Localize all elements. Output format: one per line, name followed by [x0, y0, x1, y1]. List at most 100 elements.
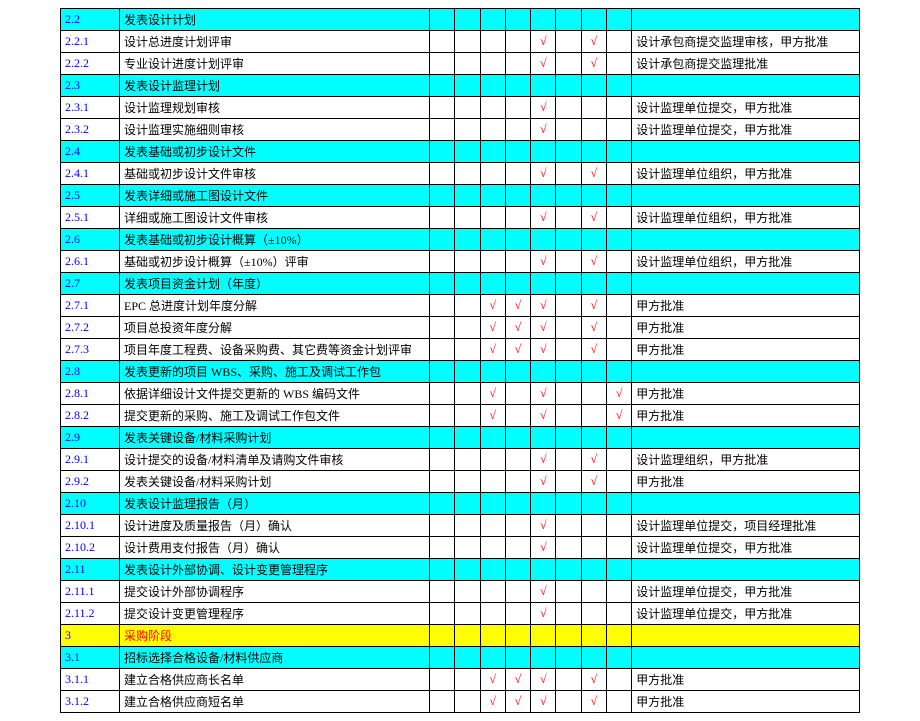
check-cell: [606, 53, 631, 75]
check-cell: [505, 185, 530, 207]
row-description: 设计监理实施细则审核: [120, 119, 430, 141]
row-id: 3.1.2: [61, 691, 120, 713]
table-row: 2.11.1提交设计外部协调程序√设计监理单位提交，甲方批准: [61, 581, 860, 603]
check-cell: [581, 515, 606, 537]
row-remark: 甲方批准: [632, 339, 860, 361]
check-cell: [480, 273, 505, 295]
row-description: 发表设计监理计划: [120, 75, 430, 97]
check-cell: [531, 361, 556, 383]
check-cell: [531, 427, 556, 449]
check-cell: [505, 405, 530, 427]
row-remark: 甲方批准: [632, 383, 860, 405]
row-remark: [632, 559, 860, 581]
check-cell: [455, 97, 480, 119]
row-id: 2.7.3: [61, 339, 120, 361]
table-row: 2.5发表详细或施工图设计文件: [61, 185, 860, 207]
row-description: 依据详细设计文件提交更新的 WBS 编码文件: [120, 383, 430, 405]
check-cell: [606, 207, 631, 229]
row-remark: 设计监理单位提交，甲方批准: [632, 97, 860, 119]
check-cell: √: [581, 31, 606, 53]
check-cell: √: [531, 603, 556, 625]
check-cell: [505, 251, 530, 273]
row-description: 发表设计外部协调、设计变更管理程序: [120, 559, 430, 581]
row-id: 2.10: [61, 493, 120, 515]
check-cell: [480, 53, 505, 75]
check-cell: [429, 361, 454, 383]
check-cell: [606, 603, 631, 625]
check-cell: [606, 669, 631, 691]
check-cell: √: [480, 339, 505, 361]
check-cell: √: [531, 383, 556, 405]
row-id: 2.4: [61, 141, 120, 163]
row-id: 3.1: [61, 647, 120, 669]
check-cell: [531, 9, 556, 31]
check-cell: [429, 9, 454, 31]
table-row: 2.2.2专业设计进度计划评审√√设计承包商提交监理批准: [61, 53, 860, 75]
table-row: 2.10.2设计费用支付报告（月）确认√设计监理单位提交，甲方批准: [61, 537, 860, 559]
check-cell: [606, 185, 631, 207]
check-cell: [480, 361, 505, 383]
row-description: 发表更新的项目 WBS、采购、施工及调试工作包: [120, 361, 430, 383]
check-cell: [556, 537, 581, 559]
check-cell: [429, 141, 454, 163]
check-cell: [556, 273, 581, 295]
row-id: 2.3: [61, 75, 120, 97]
row-description: 建立合格供应商短名单: [120, 691, 430, 713]
check-cell: [531, 559, 556, 581]
check-cell: [455, 273, 480, 295]
row-remark: [632, 647, 860, 669]
check-cell: [606, 141, 631, 163]
check-cell: [429, 405, 454, 427]
row-id: 2.9: [61, 427, 120, 449]
row-id: 2.11.2: [61, 603, 120, 625]
check-cell: √: [505, 669, 530, 691]
row-id: 2.10.1: [61, 515, 120, 537]
check-cell: [455, 163, 480, 185]
check-cell: [606, 647, 631, 669]
check-cell: [505, 603, 530, 625]
check-cell: [606, 295, 631, 317]
check-cell: [556, 119, 581, 141]
check-cell: [556, 449, 581, 471]
check-cell: [429, 471, 454, 493]
row-description: 项目总投资年度分解: [120, 317, 430, 339]
row-description: 基础或初步设计文件审核: [120, 163, 430, 185]
check-cell: [606, 273, 631, 295]
check-cell: [606, 691, 631, 713]
check-cell: [606, 31, 631, 53]
check-cell: [556, 75, 581, 97]
row-id: 2.3.1: [61, 97, 120, 119]
table-row: 3采购阶段: [61, 625, 860, 647]
table-row: 2.9发表关键设备/材料采购计划: [61, 427, 860, 449]
check-cell: √: [480, 669, 505, 691]
check-cell: [581, 493, 606, 515]
check-cell: [455, 317, 480, 339]
row-description: 发表关键设备/材料采购计划: [120, 471, 430, 493]
check-cell: [606, 471, 631, 493]
check-cell: [455, 53, 480, 75]
check-cell: [480, 559, 505, 581]
check-cell: √: [480, 405, 505, 427]
check-cell: [606, 493, 631, 515]
check-cell: [556, 559, 581, 581]
check-cell: [505, 383, 530, 405]
row-remark: [632, 625, 860, 647]
table-row: 2.3.1设计监理规划审核√设计监理单位提交，甲方批准: [61, 97, 860, 119]
check-cell: [581, 361, 606, 383]
check-cell: [505, 427, 530, 449]
row-remark: 甲方批准: [632, 471, 860, 493]
check-cell: [556, 9, 581, 31]
check-cell: √: [531, 317, 556, 339]
table-row: 2.5.1详细或施工图设计文件审核√√设计监理单位组织，甲方批准: [61, 207, 860, 229]
check-cell: √: [531, 581, 556, 603]
check-cell: [455, 383, 480, 405]
check-cell: [455, 361, 480, 383]
row-remark: 设计承包商提交监理批准: [632, 53, 860, 75]
check-cell: [429, 559, 454, 581]
check-cell: [581, 603, 606, 625]
table-row: 2.8.1依据详细设计文件提交更新的 WBS 编码文件√√√甲方批准: [61, 383, 860, 405]
check-cell: [505, 471, 530, 493]
check-cell: [429, 273, 454, 295]
row-remark: [632, 9, 860, 31]
row-id: 2.6.1: [61, 251, 120, 273]
